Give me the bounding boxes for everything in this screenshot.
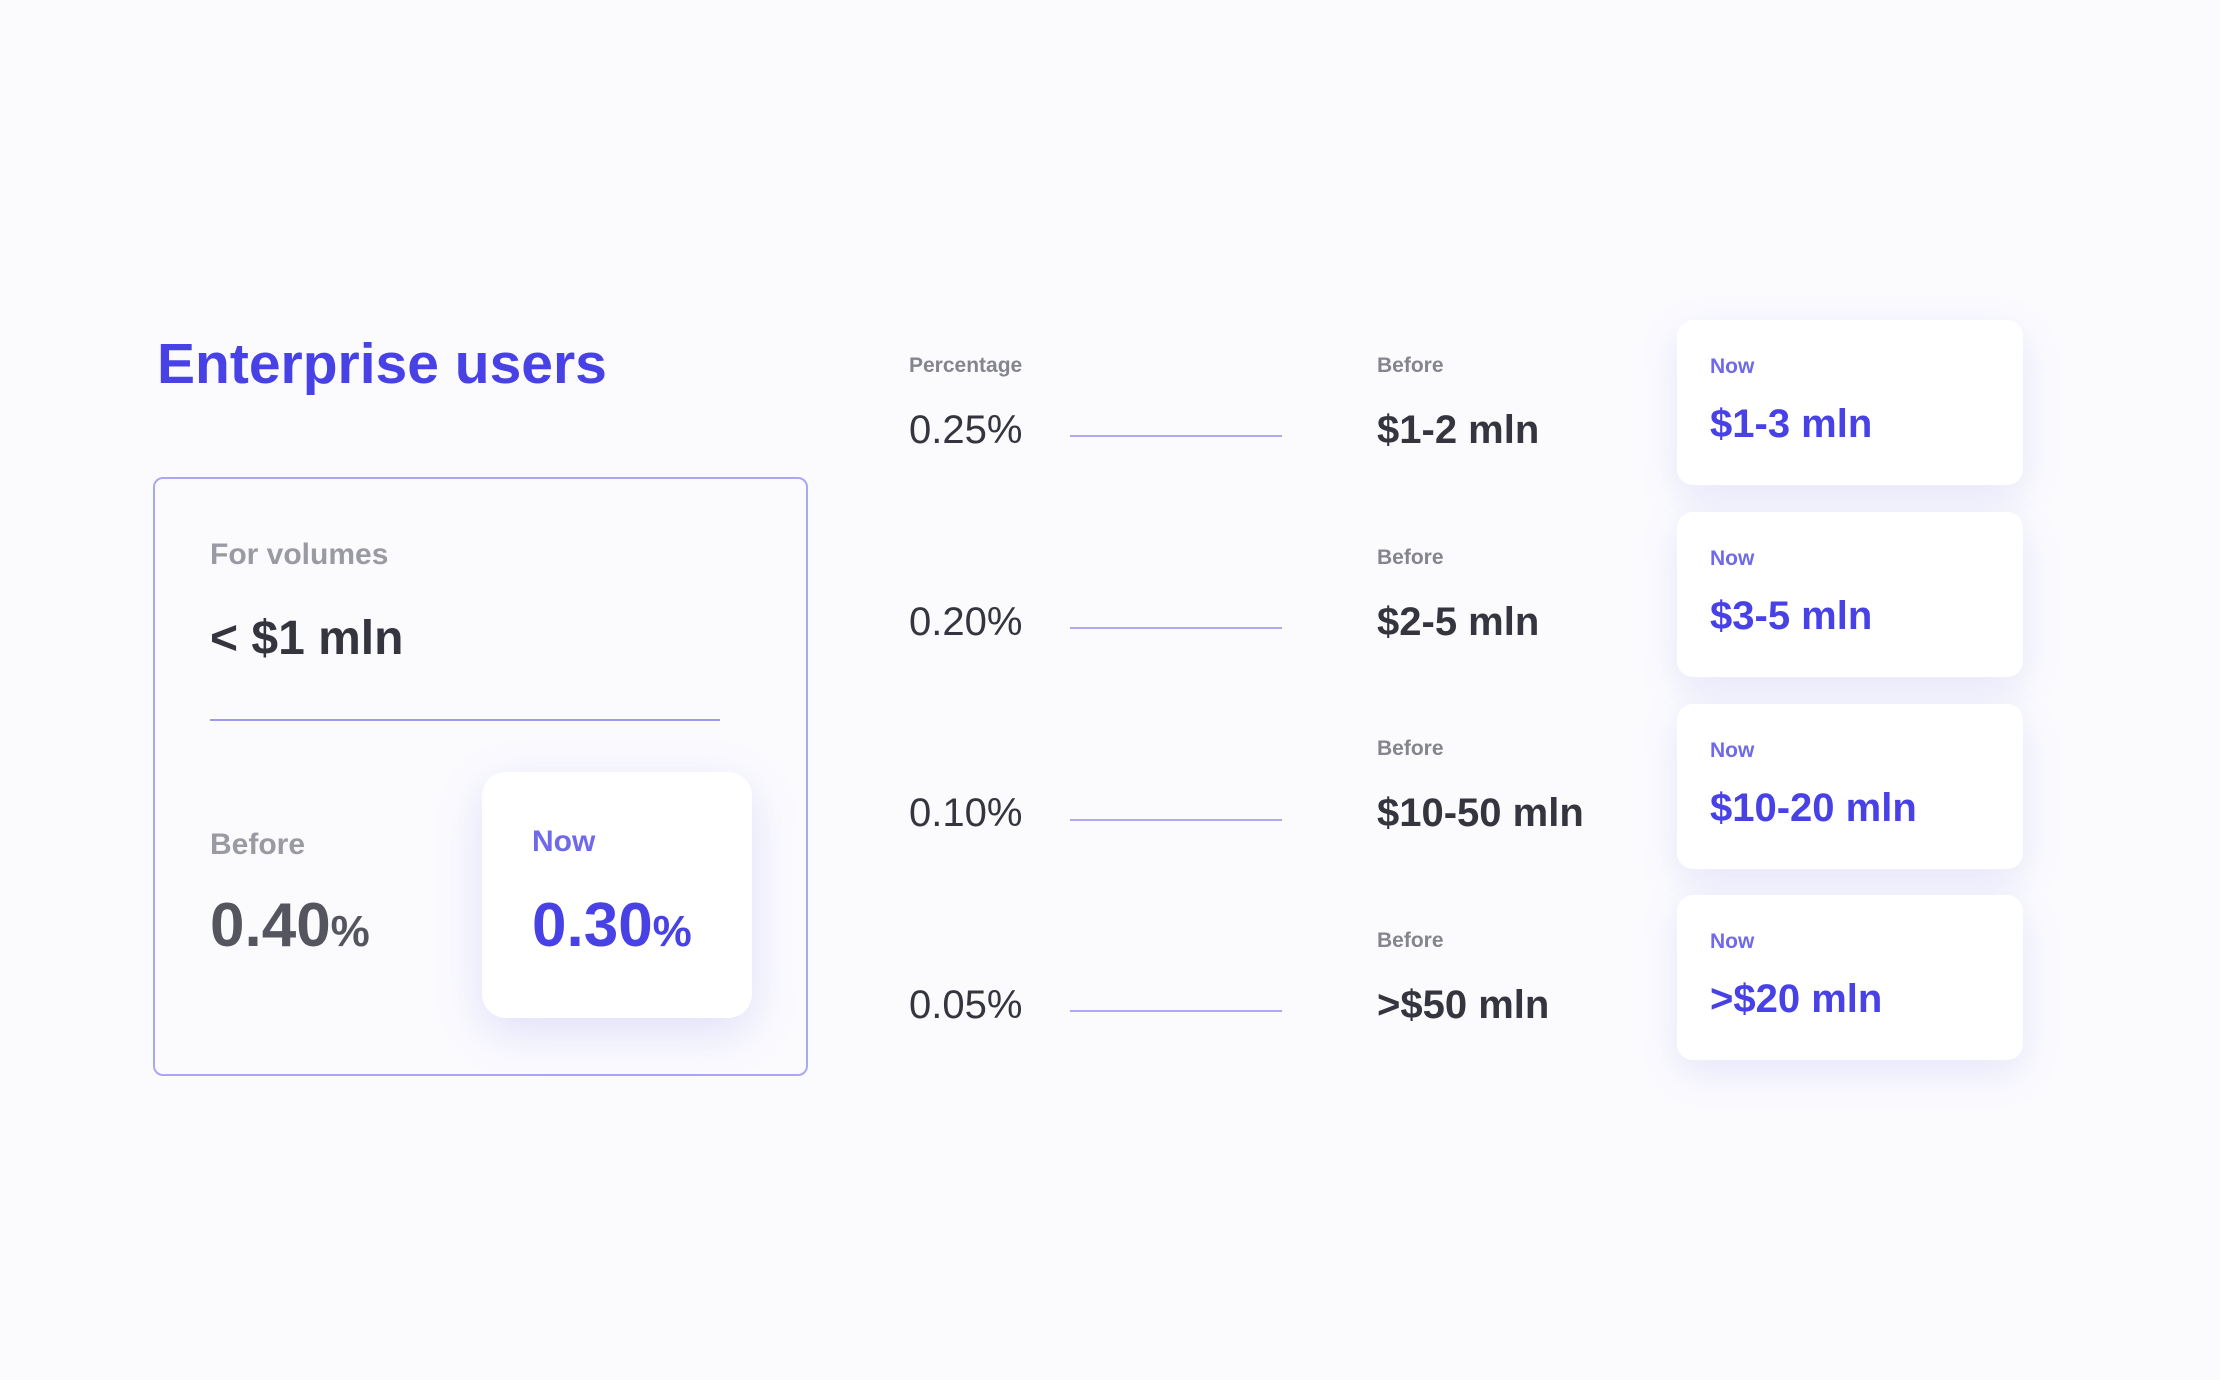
tier-now-card: Now >$20 mln <box>1677 895 2023 1060</box>
tier-percentage: 0.05% <box>909 983 1023 1027</box>
tier-before-value: $10-50 mln <box>1377 791 1584 835</box>
now-rate-unit: % <box>652 907 692 956</box>
before-rate: 0.40% <box>210 890 370 968</box>
tier-now-card: Now $1-3 mln <box>1677 320 2023 485</box>
tier-now-value: $10-20 mln <box>1710 786 1917 830</box>
tier-now-label: Now <box>1710 739 1755 762</box>
tier-before-value: $2-5 mln <box>1377 600 1540 644</box>
now-rate-card: Now 0.30% <box>482 772 752 1018</box>
divider <box>210 719 720 721</box>
now-rate: 0.30% <box>532 890 692 968</box>
volumes-label: For volumes <box>210 538 389 571</box>
tier-now-value: $3-5 mln <box>1710 594 1873 638</box>
tier-before-label: Before <box>1377 737 1444 760</box>
volume-summary-card: For volumes < $1 mln Before 0.40% Now 0.… <box>153 477 808 1076</box>
before-label: Before <box>210 828 306 861</box>
tier-before-value: $1-2 mln <box>1377 408 1540 452</box>
connector-line <box>1070 1010 1282 1012</box>
tier-percentage: 0.20% <box>909 600 1023 644</box>
tier-now-card: Now $10-20 mln <box>1677 704 2023 869</box>
tier-before-label: Before <box>1377 546 1444 569</box>
tier-percentage: 0.25% <box>909 408 1023 452</box>
tier-now-value: >$20 mln <box>1710 977 1883 1021</box>
tier-before-label: Before <box>1377 354 1444 377</box>
percentage-header: Percentage <box>909 354 1023 377</box>
now-label: Now <box>532 825 596 858</box>
tier-before-value: >$50 mln <box>1377 983 1550 1027</box>
before-rate-unit: % <box>330 907 370 956</box>
tier-percentage: 0.10% <box>909 791 1023 835</box>
connector-line <box>1070 435 1282 437</box>
connector-line <box>1070 627 1282 629</box>
tier-now-label: Now <box>1710 930 1755 953</box>
tier-now-label: Now <box>1710 547 1755 570</box>
tier-now-label: Now <box>1710 355 1755 378</box>
tier-now-card: Now $3-5 mln <box>1677 512 2023 677</box>
now-rate-number: 0.30 <box>532 891 653 960</box>
page-title: Enterprise users <box>157 332 607 396</box>
connector-line <box>1070 819 1282 821</box>
tier-now-value: $1-3 mln <box>1710 402 1873 446</box>
volumes-value: < $1 mln <box>210 612 404 665</box>
before-rate-number: 0.40 <box>210 891 331 960</box>
tier-before-label: Before <box>1377 929 1444 952</box>
